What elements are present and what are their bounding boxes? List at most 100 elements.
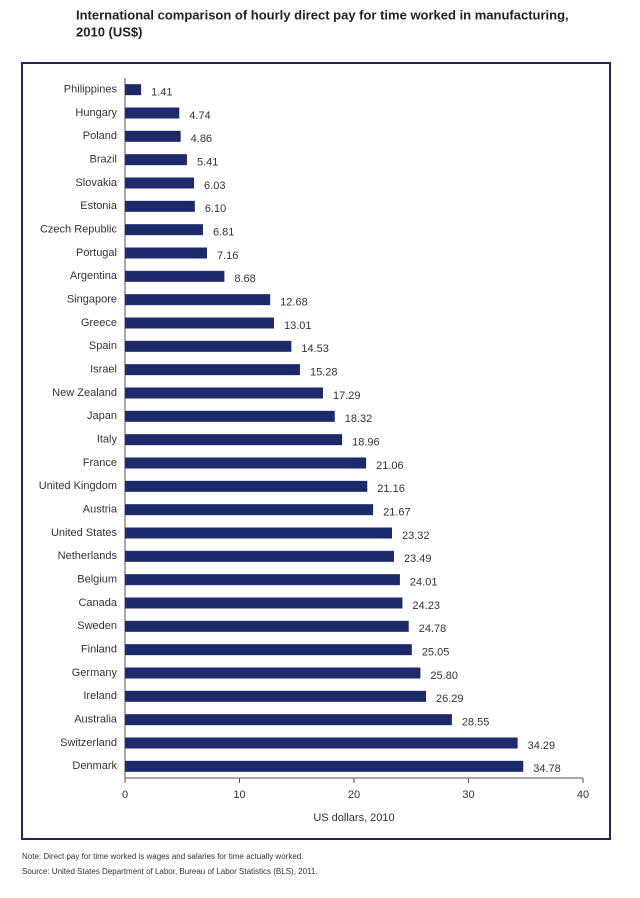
value-label: 13.01: [284, 320, 312, 332]
y-tick-label: United Kingdom: [39, 480, 117, 492]
y-tick-label: New Zealand: [52, 387, 117, 399]
y-tick-label: France: [83, 457, 117, 469]
y-tick-label: Italy: [97, 434, 118, 446]
value-label: 23.32: [402, 530, 430, 542]
bar: [125, 84, 142, 96]
value-label: 14.53: [301, 343, 329, 355]
y-tick-label: Austria: [83, 504, 118, 516]
y-tick-label: Hungary: [75, 107, 117, 119]
x-tick-label: 20: [348, 789, 360, 801]
y-tick-label: United States: [51, 527, 118, 539]
value-label: 21.67: [383, 507, 411, 519]
bar: [125, 457, 367, 469]
value-label: 26.29: [436, 693, 464, 705]
value-label: 4.74: [189, 110, 210, 122]
bar: [125, 247, 207, 259]
value-label: 21.16: [377, 483, 405, 495]
value-label: 6.10: [205, 203, 226, 215]
y-tick-label: Poland: [83, 130, 117, 142]
value-label: 12.68: [280, 297, 308, 309]
value-label: 24.01: [410, 577, 438, 589]
bar: [125, 504, 374, 516]
y-tick-label: Singapore: [67, 294, 117, 306]
y-tick-label: Argentina: [70, 270, 118, 282]
bar: [125, 667, 421, 679]
bar: [125, 527, 393, 539]
value-label: 21.06: [376, 460, 404, 472]
bar: [125, 574, 400, 586]
bar: [125, 644, 412, 656]
y-tick-label: Sweden: [77, 620, 117, 632]
chart-title: International comparison of hourly direc…: [76, 7, 569, 22]
note: Note: Direct pay for time worked is wage…: [22, 852, 303, 861]
value-label: 34.78: [533, 763, 561, 775]
value-label: 23.49: [404, 553, 432, 565]
bar: [125, 737, 518, 749]
y-tick-label: Denmark: [72, 760, 117, 772]
bar: [125, 154, 187, 166]
x-tick-label: 0: [122, 789, 128, 801]
value-label: 7.16: [217, 250, 238, 262]
frame: [21, 62, 611, 840]
y-tick-label: Japan: [87, 410, 117, 422]
y-tick-label: Slovakia: [75, 177, 117, 189]
value-label: 17.29: [333, 390, 361, 402]
y-tick-label: Brazil: [89, 154, 117, 166]
x-axis-label: US dollars, 2010: [313, 812, 394, 824]
bar: [125, 200, 195, 212]
y-tick-label: Belgium: [77, 574, 117, 586]
bar: [125, 690, 427, 702]
value-label: 15.28: [310, 367, 338, 379]
x-tick-label: 10: [233, 789, 245, 801]
value-label: 25.80: [430, 670, 458, 682]
value-label: 34.29: [528, 740, 556, 752]
bar: [125, 364, 300, 376]
bar: [125, 410, 335, 422]
bar: [125, 714, 452, 726]
bar: [125, 480, 368, 492]
y-tick-label: Philippines: [64, 84, 118, 96]
value-label: 6.03: [204, 180, 225, 192]
y-tick-label: Greece: [81, 317, 117, 329]
chart-title: 2010 (US$): [76, 24, 142, 39]
value-label: 18.96: [352, 437, 380, 449]
x-tick-label: 40: [577, 789, 589, 801]
value-label: 28.55: [462, 717, 490, 729]
bar: [125, 620, 409, 632]
bar: [125, 224, 203, 236]
y-tick-label: Finland: [81, 644, 117, 656]
bar: [125, 434, 343, 446]
value-label: 5.41: [197, 157, 218, 169]
x-tick-label: 30: [462, 789, 474, 801]
y-tick-label: Canada: [78, 597, 117, 609]
value-label: 1.41: [151, 87, 172, 99]
value-label: 4.86: [191, 133, 212, 145]
source: Source: United States Department of Labo…: [22, 867, 318, 876]
y-tick-label: Ireland: [83, 690, 117, 702]
bar: [125, 597, 403, 609]
bar: [125, 130, 181, 142]
bar: [125, 387, 323, 399]
value-label: 24.78: [419, 623, 447, 635]
value-label: 8.68: [234, 273, 255, 285]
bar: [125, 550, 394, 562]
bar: [125, 340, 292, 352]
bar: [125, 760, 524, 772]
y-tick-label: Switzerland: [60, 737, 117, 749]
y-tick-label: Israel: [90, 364, 117, 376]
bar: [125, 270, 225, 282]
bar: [125, 294, 271, 306]
bar: [125, 177, 195, 189]
y-tick-label: Netherlands: [58, 550, 118, 562]
value-label: 6.81: [213, 227, 234, 239]
y-tick-label: Portugal: [76, 247, 117, 259]
value-label: 18.32: [345, 413, 373, 425]
bar: [125, 317, 274, 329]
bar: [125, 107, 180, 119]
y-tick-label: Estonia: [80, 200, 118, 212]
y-tick-label: Czech Republic: [40, 224, 118, 236]
y-tick-label: Australia: [74, 714, 118, 726]
y-tick-label: Germany: [72, 667, 118, 679]
value-label: 24.23: [412, 600, 440, 612]
